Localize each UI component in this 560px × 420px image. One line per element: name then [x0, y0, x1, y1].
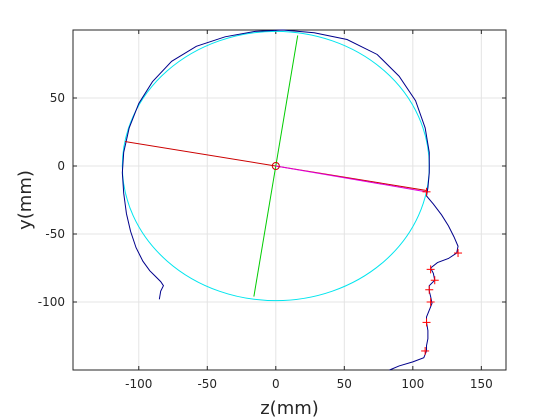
- y-axis-label: y(mm): [15, 170, 36, 230]
- plus-marker: [422, 187, 431, 196]
- grid-lines: [73, 30, 506, 370]
- x-tick-label: 150: [470, 377, 493, 391]
- x-tick-label: 0: [272, 377, 280, 391]
- axis-ticks: [73, 30, 506, 370]
- x-tick-label: 100: [401, 377, 424, 391]
- x-tick-label: -100: [125, 377, 152, 391]
- head-profile-line: [121, 29, 459, 371]
- plus-marker: [426, 265, 435, 274]
- plus-marker: [422, 318, 431, 327]
- plot-frame: [72, 29, 507, 371]
- x-tick-label: -50: [197, 377, 217, 391]
- y-tick-label: 50: [50, 91, 65, 105]
- center-marker: [271, 162, 280, 170]
- y-tick-label: -100: [38, 295, 65, 309]
- plus-marker: [454, 249, 463, 258]
- plus-marker: [430, 276, 439, 285]
- tick-labels: -100 -50 0 50 100 150 50 0 -50 -100: [38, 91, 493, 391]
- plot-area: [121, 29, 463, 371]
- x-tick-label: 50: [337, 377, 352, 391]
- plus-marker: [426, 298, 435, 306]
- magenta-segment-line: [275, 165, 427, 193]
- y-tick-label: 0: [57, 159, 65, 173]
- plus-marker: [421, 346, 430, 355]
- x-axis-label: z(mm): [260, 398, 319, 419]
- plus-marker: [425, 285, 434, 294]
- y-tick-label: -50: [45, 227, 65, 241]
